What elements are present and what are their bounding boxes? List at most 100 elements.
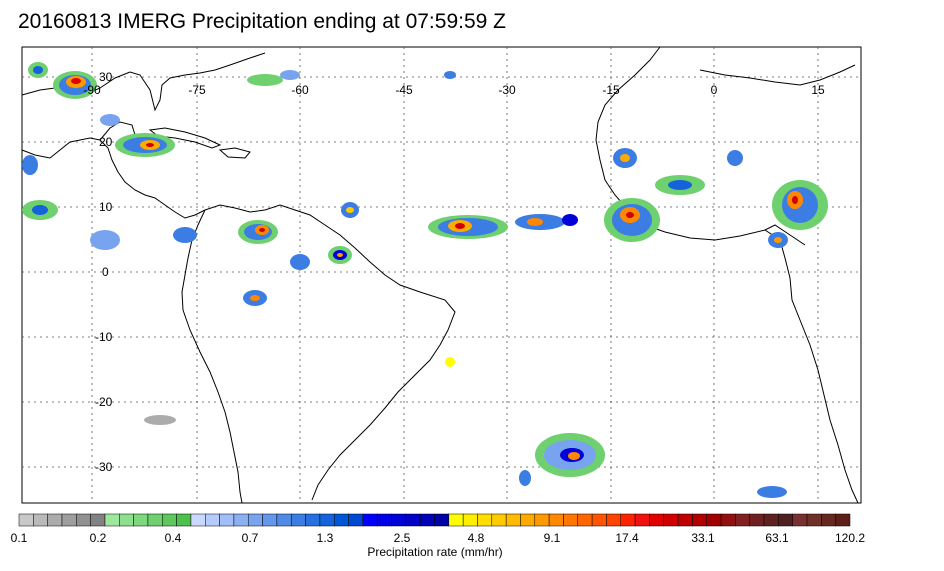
colorbar-swatch: [835, 513, 851, 527]
colorbar-swatch: [462, 513, 478, 527]
colorbar-swatch: [419, 513, 435, 527]
colorbar-swatch: [290, 513, 306, 527]
colorbar-swatch: [18, 513, 34, 527]
colorbar-swatch: [76, 513, 91, 527]
colorbar-swatch: [491, 513, 507, 527]
page-title: 20160813 IMERG Precipitation ending at 0…: [18, 10, 506, 33]
lon-label: -45: [395, 83, 413, 97]
colorbar-swatch: [677, 513, 693, 527]
colorbar-tick-label: 63.1: [765, 531, 789, 545]
lat-label: -10: [95, 330, 113, 344]
precip-cell-amazon-2-core: [250, 295, 260, 301]
colorbar-title: Precipitation rate (mm/hr): [367, 545, 503, 559]
colorbar-swatch: [119, 513, 134, 527]
colorbar-swatch: [706, 513, 722, 527]
colorbar-swatch: [147, 513, 163, 527]
coastline-south-america: [181, 204, 456, 504]
precip-cell-south-atlantic: [535, 433, 605, 477]
precip-cell-pacific-south: [144, 415, 176, 425]
precip-cell-itcz-3: [562, 214, 578, 226]
map-frame: [21, 46, 862, 504]
coastline-africa: [595, 46, 859, 504]
colorbar-swatch: [620, 513, 636, 527]
coastlines: [21, 46, 859, 504]
colorbar-swatch: [33, 513, 48, 527]
colorbar-swatch: [663, 513, 679, 527]
lat-label: -30: [95, 460, 113, 474]
colorbar-swatch: [735, 513, 750, 527]
colorbar-tick-label: 120.2: [834, 531, 866, 545]
lon-label: -60: [291, 83, 309, 97]
colorbar-swatch: [649, 513, 664, 527]
lon-label: -90: [83, 83, 101, 97]
colorbar-tick-label: 33.1: [691, 531, 715, 545]
colorbar-tick-label: 0.1: [10, 531, 28, 545]
precip-cell-venezuela: [238, 220, 278, 244]
colorbar-swatch: [47, 513, 63, 527]
lat-label: 0: [102, 265, 109, 279]
precip-cell-pacific-2: [22, 155, 38, 175]
precip-cell-atlantic-north: [247, 74, 283, 86]
lon-label: -75: [188, 83, 206, 97]
coastline-hispaniola: [218, 147, 251, 159]
precip-cell-guyana: [328, 246, 352, 264]
lon-label: 0: [711, 83, 718, 97]
colorbar-tick-label: 17.4: [615, 531, 639, 545]
precip-cell-trinidad-core: [346, 207, 354, 213]
precip-cell-west-africa: [604, 198, 660, 242]
precip-cell-caribbean: [115, 133, 175, 157]
colorbar-swatch: [792, 513, 808, 527]
lon-labels: -90 -75 -60 -45 -30 -15 0 15: [83, 83, 825, 97]
colorbar-swatch: [806, 513, 822, 527]
precip-cell-niger: [727, 150, 743, 166]
precip-cell-cameroon-core: [774, 237, 782, 243]
colorbar-swatch: [405, 513, 421, 527]
colorbar-swatch: [262, 513, 278, 527]
precip-cell-south-atlantic-2: [519, 470, 531, 486]
colorbar-swatch: [520, 513, 536, 527]
colorbar-swatch: [505, 513, 521, 527]
colorbar-tick-label: 0.7: [241, 531, 259, 545]
colorbar-swatch: [778, 513, 793, 527]
colorbar-swatch: [448, 513, 464, 527]
colorbar-swatch: [162, 513, 177, 527]
colorbar-swatch: [90, 513, 106, 527]
colorbar-swatch: [133, 513, 149, 527]
colorbar-swatch: [391, 513, 407, 527]
lon-label: -15: [602, 83, 620, 97]
lat-labels: 30 20 10 0 -10 -20 -30: [95, 70, 113, 474]
precipitation-cells: [22, 62, 828, 498]
colorbar-swatch: [219, 513, 235, 527]
precip-cell-itcz-1: [428, 215, 508, 239]
precip-cell-yucatan: [100, 114, 120, 126]
colorbar-swatch: [477, 513, 493, 527]
colorbar-tick-label: 0.4: [164, 531, 182, 545]
colorbar-swatch: [205, 513, 220, 527]
precip-cell-senegal-core: [620, 154, 630, 162]
colorbar-swatch: [749, 513, 765, 527]
gridlines: [22, 47, 861, 503]
colorbar-swatch: [534, 513, 550, 527]
lon-label: -30: [498, 83, 516, 97]
colorbar-swatch: [692, 513, 707, 527]
precip-cell-south-atlantic-3: [757, 486, 787, 498]
precip-cell-pacific-3: [90, 230, 120, 250]
colorbar-swatch: [61, 513, 77, 527]
colorbar-tick-label: 1.3: [316, 531, 334, 545]
colorbar-swatch: [305, 513, 321, 527]
colorbar-swatch: [276, 513, 292, 527]
lat-label: 30: [99, 70, 113, 84]
colorbar-tick-label: 2.5: [393, 531, 411, 545]
precip-cell-itcz-2: [515, 214, 565, 230]
precip-cell-mid-atlantic: [444, 71, 456, 79]
precip-cell-pacific-1-core: [32, 205, 48, 215]
colorbar-swatch: [763, 513, 779, 527]
colorbar-swatch: [233, 513, 249, 527]
precip-cell-amazon-1: [290, 254, 310, 270]
colorbar-swatch: [348, 513, 364, 527]
colorbar-swatch: [634, 513, 650, 527]
colorbar-swatch: [563, 513, 579, 527]
colorbar-swatch: [577, 513, 593, 527]
colorbar-swatch: [176, 513, 192, 527]
